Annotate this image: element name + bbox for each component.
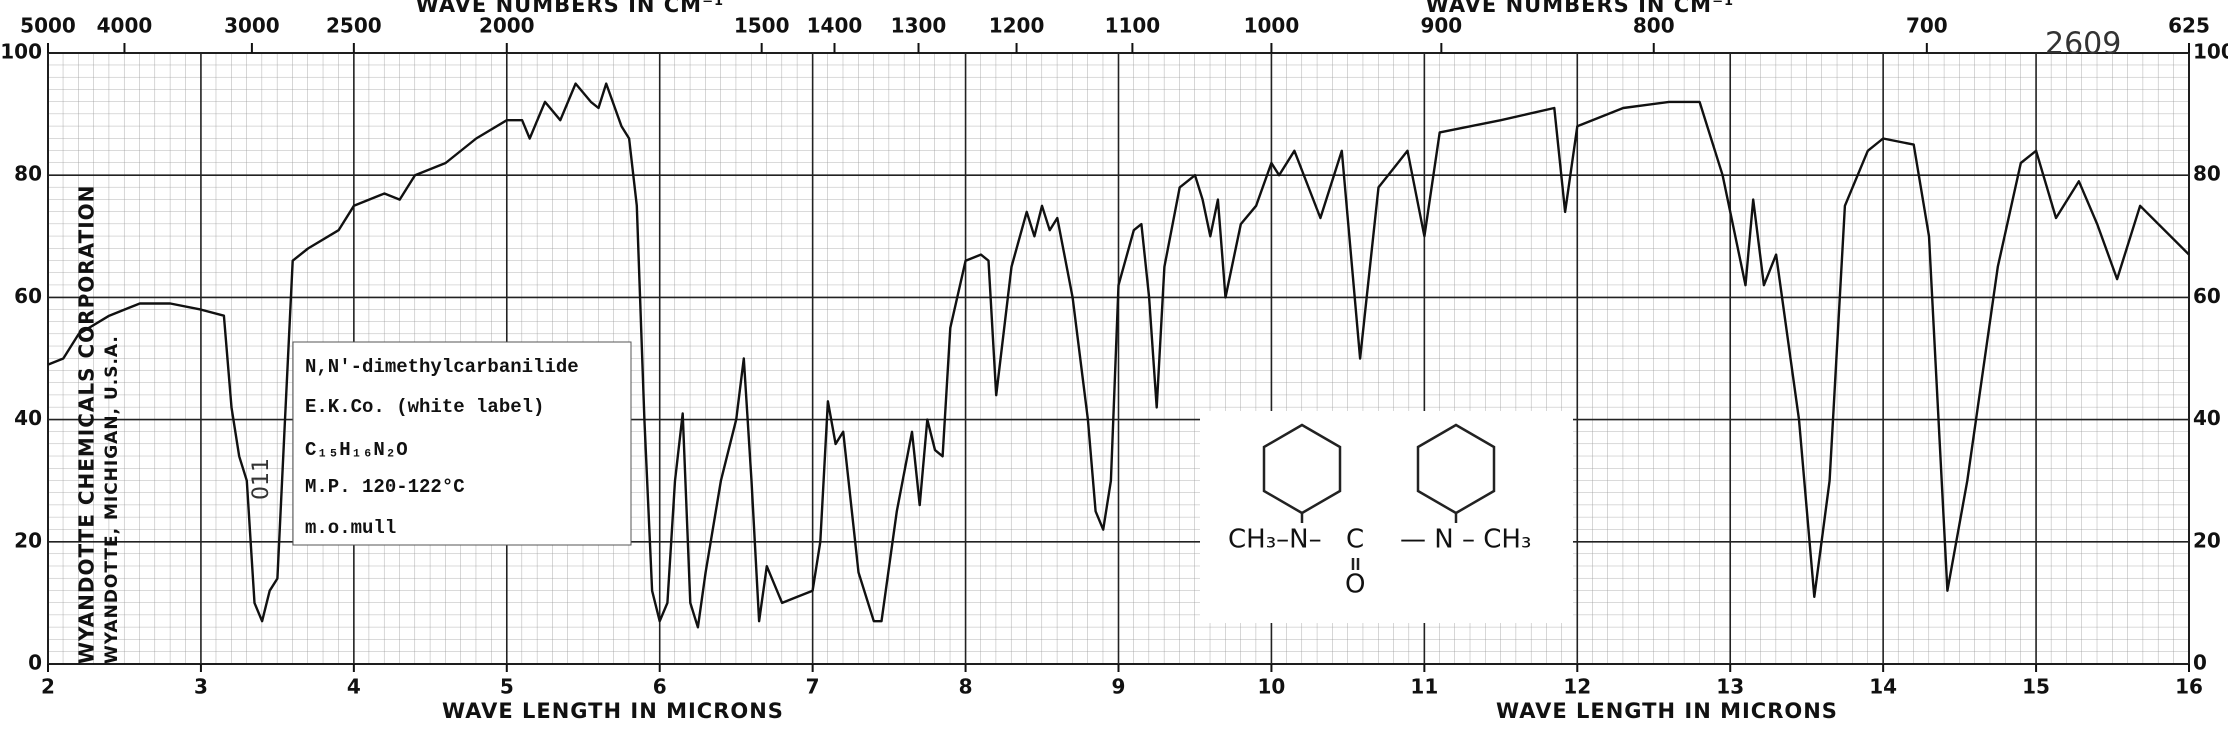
y2-tick-label: 100 [2193,40,2228,64]
publisher-name: WYANDOTTE CHEMICALS CORPORATION [75,185,99,664]
x2-tick-label: 2000 [479,14,535,38]
y-tick-label: 80 [14,162,42,186]
x-tick-label: 8 [959,675,973,699]
y2-tick-label: 0 [2193,651,2207,675]
x-tick-label: 7 [806,675,820,699]
publisher-location: WYANDOTTE, MICHIGAN, U.S.A. [102,335,122,664]
x2-tick-label: 625 [2168,14,2210,38]
x-tick-label: 5 [500,675,514,699]
x-tick-label: 11 [1410,675,1438,699]
y-tick-label: 100 [0,40,42,64]
y2-tick-label: 40 [2193,406,2221,430]
annotations: N,N'-dimethylcarbanilide E.K.Co. (white … [75,0,2122,723]
y2-tick-label: 20 [2193,528,2221,552]
handwritten-band: 011 [249,458,274,500]
x2-tick-label: 1500 [734,14,790,38]
y2-tick-label: 80 [2193,162,2221,186]
structure-right: — N – CH₃ [1400,525,1531,555]
y-tick-label: 40 [14,406,42,430]
x2-tick-label: 900 [1420,14,1462,38]
spectrum-line [47,82,2190,629]
x2-tick-label: 1100 [1105,14,1161,38]
y-tick-label: 20 [14,528,42,552]
x2-tick-label: 1000 [1244,14,1300,38]
structure-center: C [1346,525,1364,555]
x-tick-label: 14 [1869,675,1897,699]
y2-tick-label: 60 [2193,284,2221,308]
structure-left: CH₃–N– [1228,525,1322,555]
x-tick-label: 3 [194,675,208,699]
sample-line: M.P. 120-122°C [305,476,465,498]
x2-tick-label: 1400 [807,14,863,38]
y-tick-label: 60 [14,284,42,308]
x2-tick-label: 4000 [97,14,153,38]
x2-tick-label: 800 [1633,14,1675,38]
x-tick-label: 4 [347,675,361,699]
x-tick-label: 13 [1716,675,1744,699]
x2-tick-label: 3000 [224,14,280,38]
sample-line: N,N'-dimethylcarbanilide [305,356,579,378]
structure-oxygen: O [1345,570,1365,600]
x-tick-label: 12 [1563,675,1591,699]
x-tick-label: 15 [2022,675,2050,699]
x-tick-label: 10 [1258,675,1286,699]
x2-axis-title: WAVE NUMBERS IN CM⁻¹ [1426,0,1735,17]
x-tick-label: 16 [2175,675,2203,699]
x-tick-label: 2 [41,675,55,699]
handwritten-number: 2609 [2045,27,2121,62]
x2-tick-label: 1200 [989,14,1045,38]
sample-line: m.o.mull [305,517,396,539]
x-tick-label: 6 [653,675,667,699]
y-tick-label: 0 [28,651,42,675]
x-tick-label: 9 [1112,675,1126,699]
x2-axis-title: WAVE NUMBERS IN CM⁻¹ [416,0,725,17]
x-axis-title: WAVE LENGTH IN MICRONS [1496,699,1838,723]
structure-box [1200,411,1573,623]
sample-line: C₁₅H₁₆N₂O [305,439,408,461]
x2-tick-label: 1300 [891,14,947,38]
x-axis-title: WAVE LENGTH IN MICRONS [442,699,784,723]
sample-box [292,341,632,546]
x2-tick-label: 700 [1906,14,1948,38]
x2-tick-label: 5000 [20,14,76,38]
sample-line: E.K.Co. (white label) [305,396,544,418]
x2-tick-label: 2500 [326,14,382,38]
